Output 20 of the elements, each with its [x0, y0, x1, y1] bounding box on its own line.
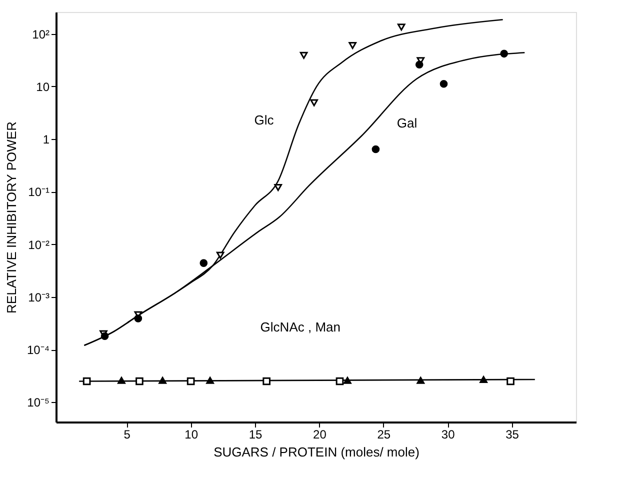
annotation: Gal — [396, 116, 418, 131]
x-tick-label: 25 — [377, 428, 391, 442]
y-tick-label: 10 — [36, 80, 50, 94]
x-axis-title: SUGARS / PROTEIN (moles/ mole) — [214, 444, 420, 460]
annotation: Glc — [254, 112, 274, 128]
x-tick-label: 5 — [124, 428, 131, 442]
x-tick-label: 10 — [184, 428, 198, 442]
y-tick-label: 10² — [32, 27, 50, 42]
annotation: GlcNAc , Man — [260, 320, 340, 335]
y-tick-label: 10⁻¹ — [28, 185, 50, 200]
x-tick-label: 20 — [313, 428, 327, 442]
x-tick-label: 15 — [248, 428, 263, 442]
y-tick-label: 10⁻⁵ — [27, 396, 50, 410]
y-tick-label: 1 — [42, 132, 50, 147]
x-tick-label: 30 — [441, 428, 456, 442]
y-tick-label: 10⁻⁴ — [26, 343, 50, 358]
y-tick-label: 10⁻³ — [28, 290, 50, 304]
y-axis-title: RELATIVE INHIBITORY POWER — [4, 122, 19, 314]
x-tick-label: 35 — [506, 428, 520, 442]
y-tick-label: 10⁻² — [28, 238, 50, 252]
